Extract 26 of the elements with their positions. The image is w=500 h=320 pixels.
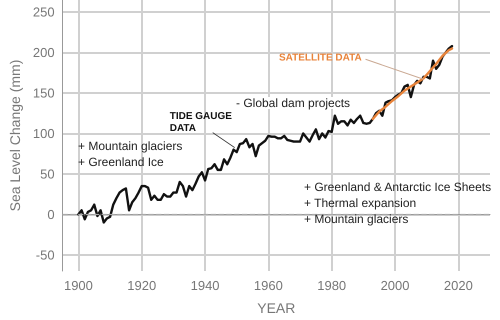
annotation: TIDE GAUGE DATA — [170, 111, 235, 134]
x-tick-label: 1940 — [190, 278, 220, 293]
y-tick-label: 200 — [32, 45, 55, 60]
x-tick-label: 1980 — [317, 278, 346, 293]
annotation: SATELLITE DATA — [278, 52, 362, 64]
x-tick-label: 2020 — [444, 278, 473, 293]
x-tick-label: 1920 — [127, 278, 156, 293]
y-tick-label: -50 — [36, 247, 55, 262]
annotation: + Mountain glaciers — [78, 139, 182, 153]
annotation: - Global dam projects — [236, 96, 350, 110]
y-axis-title: Sea Level Change (mm) — [7, 60, 23, 212]
annotation: + Mountain glaciers — [304, 212, 408, 226]
x-tick-label: 1960 — [254, 278, 283, 293]
y-tick-label: 150 — [32, 86, 55, 101]
x-tick-label: 1900 — [64, 278, 93, 293]
annotation: + Greenland Ice — [78, 155, 164, 169]
annotation: + Greenland & Antarctic Ice Sheets — [304, 180, 492, 194]
y-tick-label: 100 — [32, 126, 55, 141]
line-series — [372, 47, 454, 120]
annotation: + Thermal expansion — [304, 196, 416, 210]
y-tick-label: 250 — [32, 4, 55, 20]
line-series — [77, 44, 454, 224]
x-axis-title: YEAR — [257, 300, 296, 316]
y-tick-label: 50 — [40, 166, 55, 182]
x-tick-label: 2000 — [380, 278, 410, 293]
y-tick-label: 0 — [47, 206, 55, 222]
